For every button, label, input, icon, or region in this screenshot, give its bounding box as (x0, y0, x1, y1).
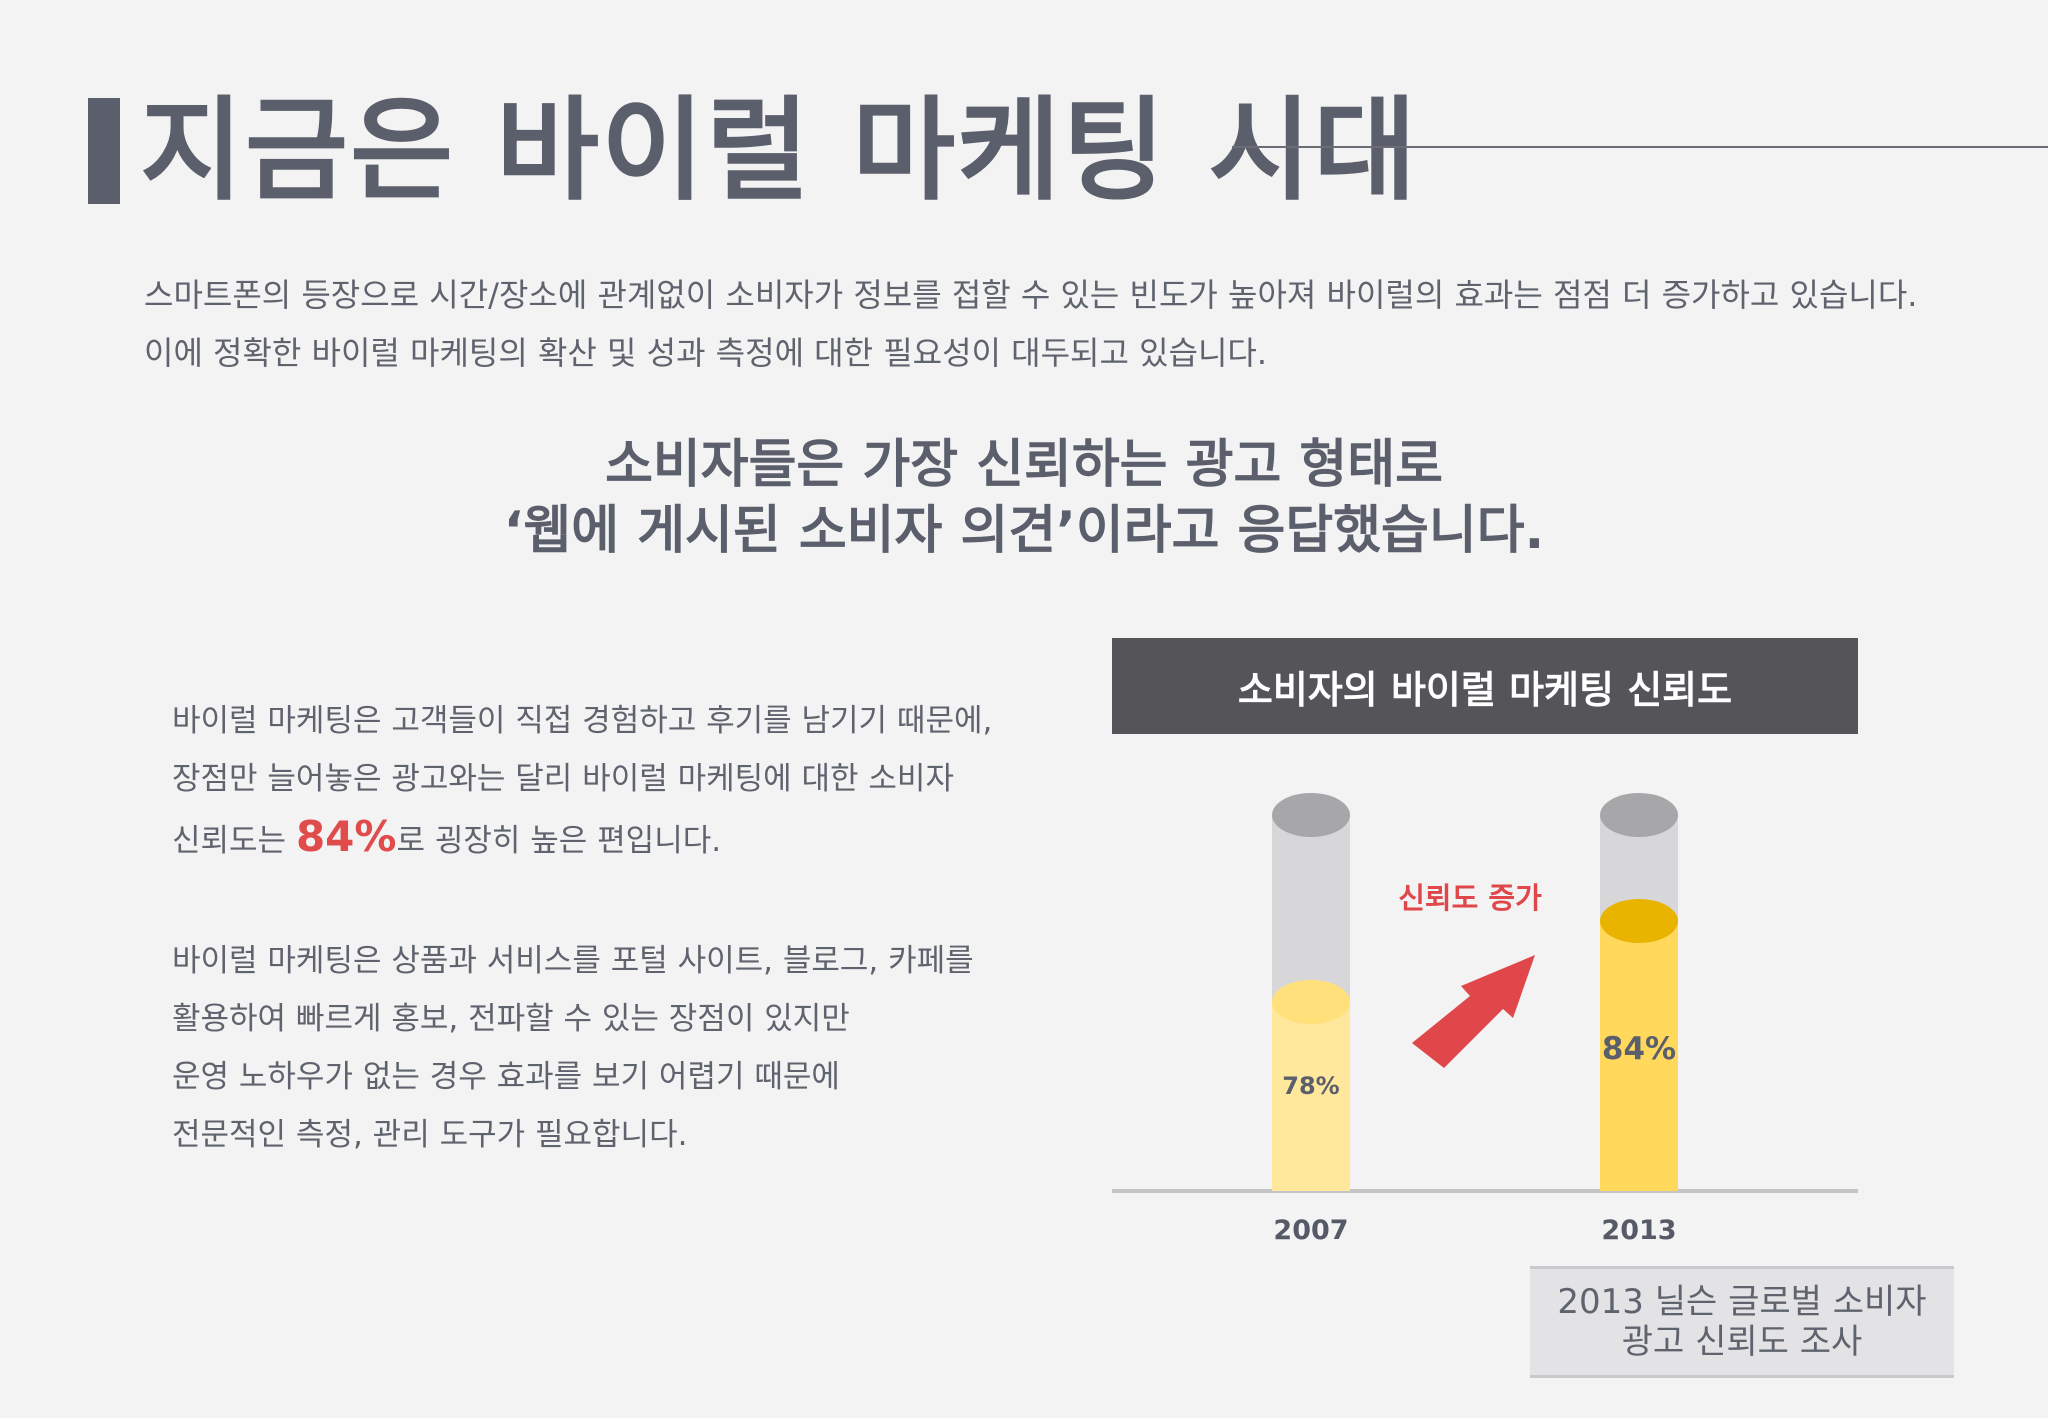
body-para2-line-4: 전문적인 측정, 관리 도구가 필요합니다. (172, 1117, 688, 1153)
x-tick-2007: 2007 (1273, 1215, 1348, 1246)
body-para1-line-3-prefix: 신뢰도는 (172, 823, 296, 859)
bar-top-2013 (1600, 899, 1678, 943)
intro-text: 스마트폰의 등장으로 시간/장소에 관계없이 소비자가 정보를 접할 수 있는 … (144, 266, 2004, 382)
body-para1-line-2: 장점만 늘어놓은 광고와는 달리 바이럴 마케팅에 대한 소비자 (172, 761, 954, 797)
headline-line-1: 소비자들은 가장 신뢰하는 광고 형태로 (605, 435, 1443, 495)
body-para2-line-3: 운영 노하우가 없는 경우 효과를 보기 어렵기 때문에 (172, 1059, 840, 1095)
bar-2007 (1272, 1002, 1350, 1191)
body-para1-line-3-suffix: 로 굉장히 높은 편입니다. (396, 823, 722, 859)
page-title: 지금은 바이럴 마케팅 시대 (140, 86, 1419, 216)
source-note: 2013 닐슨 글로벌 소비자 광고 신뢰도 조사 (1530, 1266, 1954, 1378)
intro-line-1: 스마트폰의 등장으로 시간/장소에 관계없이 소비자가 정보를 접할 수 있는 … (144, 276, 1918, 314)
trust-chart: 78% 2007 84% 2013 신뢰도 증가 (1112, 793, 1858, 1246)
body-para1-line-1: 바이럴 마케팅은 고객들이 직접 경험하고 후기를 남기기 때문에, (172, 703, 993, 739)
annotation-trust-increase: 신뢰도 증가 (1398, 881, 1542, 915)
body-para2-line-1: 바이럴 마케팅은 상품과 서비스를 포털 사이트, 블로그, 카페를 (172, 943, 974, 979)
cylinder-cap-2007 (1272, 793, 1350, 837)
source-line-1: 2013 닐슨 글로벌 소비자 (1557, 1282, 1927, 1322)
increase-arrow (1412, 955, 1535, 1068)
title-divider (1232, 146, 2048, 148)
chart-title: 소비자의 바이럴 마케팅 신뢰도 (1112, 638, 1858, 734)
x-tick-2013: 2013 (1601, 1215, 1676, 1246)
data-label-2013: 84% (1602, 1031, 1676, 1067)
trust-percent-highlight: 84% (295, 812, 397, 861)
paragraph-gap (172, 870, 1072, 932)
body-text: 바이럴 마케팅은 고객들이 직접 경험하고 후기를 남기기 때문에, 장점만 늘… (172, 692, 1072, 1164)
headline: 소비자들은 가장 신뢰하는 광고 형태로 ‘웹에 게시된 소비자 의견’이라고 … (300, 432, 1748, 564)
intro-line-2: 이에 정확한 바이럴 마케팅의 확산 및 성과 측정에 대한 필요성이 대두되고… (144, 334, 1268, 372)
data-label-2007: 78% (1282, 1072, 1339, 1100)
title-accent-bar (88, 98, 120, 204)
cylinder-cap-2013 (1600, 793, 1678, 837)
bar-2013 (1600, 921, 1678, 1191)
body-para2-line-2: 활용하여 빠르게 홍보, 전파할 수 있는 장점이 있지만 (172, 1001, 850, 1037)
headline-line-2: ‘웹에 게시된 소비자 의견’이라고 응답했습니다. (503, 501, 1545, 561)
bar-top-2007 (1272, 980, 1350, 1024)
body-para1-line-3: 신뢰도는 84%로 굉장히 높은 편입니다. (172, 808, 1072, 870)
source-line-2: 광고 신뢰도 조사 (1621, 1322, 1863, 1362)
